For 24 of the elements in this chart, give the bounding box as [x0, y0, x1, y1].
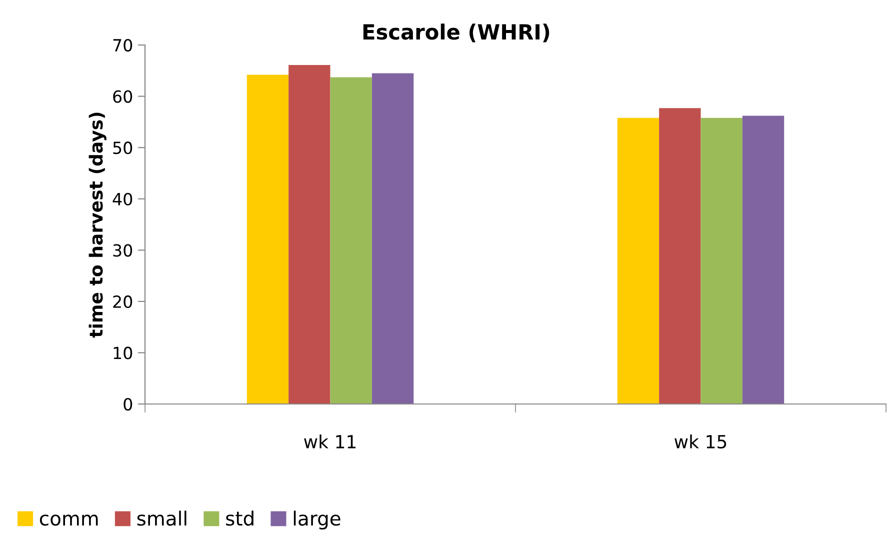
y-tick-label: 40 — [112, 192, 132, 206]
legend-label: small — [137, 510, 186, 526]
y-axis-title: time to harvest (days) — [88, 112, 106, 338]
y-tick-label: 10 — [114, 346, 132, 360]
bar — [246, 74, 289, 404]
x-tick-label: wk 11 — [304, 434, 356, 448]
bar — [659, 108, 701, 404]
bar — [288, 65, 330, 404]
y-tick-label: 70 — [113, 38, 132, 52]
bar — [700, 118, 742, 404]
y-tick-label: 60 — [113, 90, 132, 103]
y-tick-label: 20 — [113, 295, 132, 308]
x-tick-label: wk 15 — [674, 434, 726, 449]
y-tick-label: 50 — [113, 142, 132, 154]
legend-label: large — [294, 510, 340, 530]
bar — [617, 118, 660, 404]
bar — [742, 116, 784, 404]
bar — [372, 73, 414, 404]
bar — [330, 77, 372, 404]
legend-label: std — [226, 510, 254, 526]
y-tick-label: 30 — [113, 244, 132, 257]
chart-title: Escarole (WHRI) — [363, 24, 550, 42]
y-tick-label: 0 — [124, 398, 132, 411]
legend-label: comm — [40, 514, 98, 526]
